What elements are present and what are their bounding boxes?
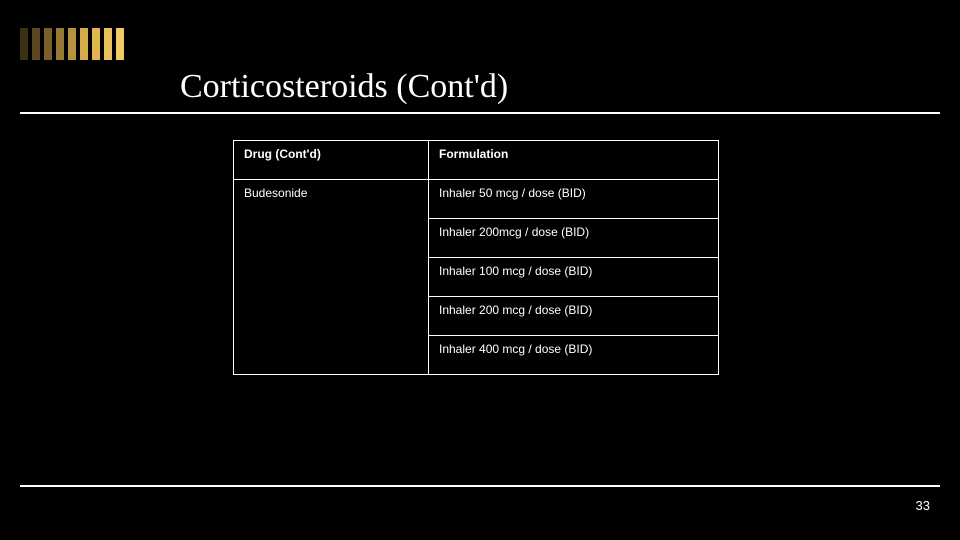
decorative-ticks [20,28,124,60]
tick [80,28,88,60]
drug-table: Drug (Cont'd) Formulation BudesonideInha… [233,140,719,375]
cell-formulation: Inhaler 50 mcg / dose (BID) [429,180,719,219]
tick [44,28,52,60]
tick [92,28,100,60]
tick [56,28,64,60]
page-number: 33 [916,498,930,513]
tick [116,28,124,60]
table-row: BudesonideInhaler 50 mcg / dose (BID) [234,180,719,219]
cell-formulation: Inhaler 200 mcg / dose (BID) [429,297,719,336]
cell-formulation: Inhaler 400 mcg / dose (BID) [429,336,719,375]
cell-formulation: Inhaler 200mcg / dose (BID) [429,219,719,258]
cell-formulation: Inhaler 100 mcg / dose (BID) [429,258,719,297]
title-underline [20,112,940,114]
footer-line [20,485,940,487]
tick [104,28,112,60]
tick [68,28,76,60]
column-header-formulation: Formulation [429,141,719,180]
cell-drug: Budesonide [234,180,429,375]
table-body: BudesonideInhaler 50 mcg / dose (BID)Inh… [234,180,719,375]
slide-title: Corticosteroids (Cont'd) [180,68,508,106]
table-header-row: Drug (Cont'd) Formulation [234,141,719,180]
column-header-drug: Drug (Cont'd) [234,141,429,180]
tick [20,28,28,60]
tick [32,28,40,60]
